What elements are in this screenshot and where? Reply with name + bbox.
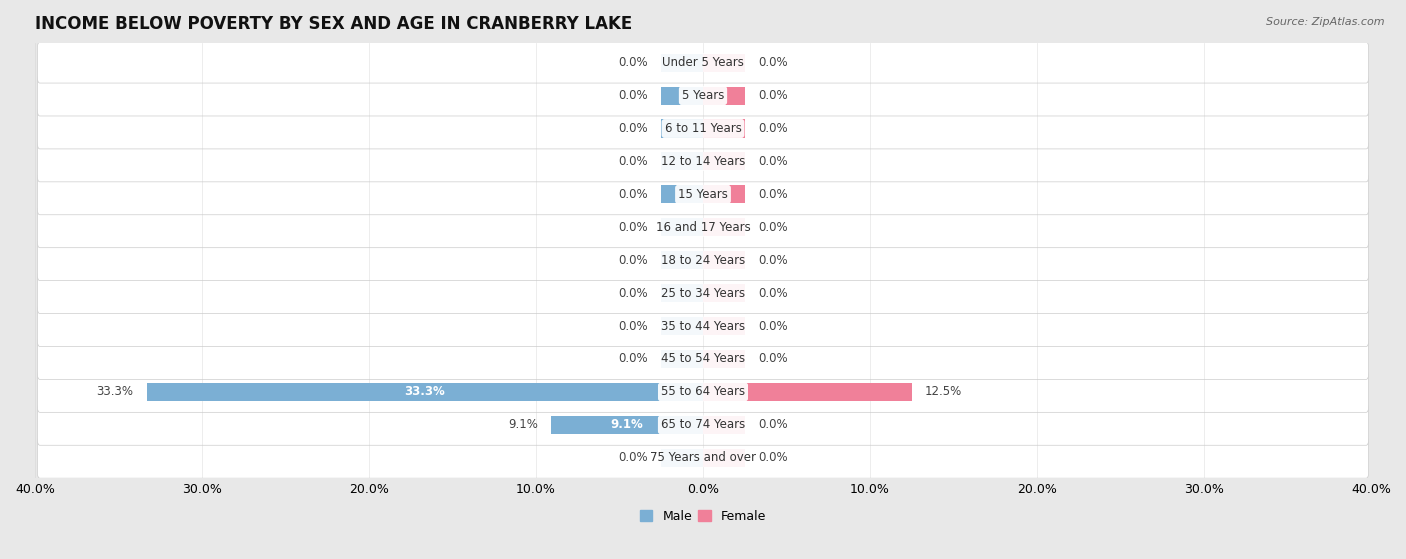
Bar bbox=[703, 449, 745, 467]
Text: 0.0%: 0.0% bbox=[619, 155, 648, 168]
Text: INCOME BELOW POVERTY BY SEX AND AGE IN CRANBERRY LAKE: INCOME BELOW POVERTY BY SEX AND AGE IN C… bbox=[35, 15, 633, 33]
Bar bbox=[661, 153, 703, 170]
FancyBboxPatch shape bbox=[38, 207, 1368, 248]
Text: 0.0%: 0.0% bbox=[758, 155, 787, 168]
Text: 0.0%: 0.0% bbox=[619, 221, 648, 234]
Bar bbox=[703, 251, 745, 269]
FancyBboxPatch shape bbox=[38, 339, 1368, 380]
Text: 0.0%: 0.0% bbox=[619, 287, 648, 300]
Text: Source: ZipAtlas.com: Source: ZipAtlas.com bbox=[1267, 17, 1385, 27]
Bar bbox=[661, 185, 703, 203]
FancyBboxPatch shape bbox=[38, 437, 1368, 478]
FancyBboxPatch shape bbox=[38, 404, 1368, 446]
Text: 0.0%: 0.0% bbox=[758, 418, 787, 432]
Bar bbox=[661, 317, 703, 335]
Bar bbox=[551, 416, 703, 434]
Text: 33.3%: 33.3% bbox=[405, 385, 446, 399]
Bar bbox=[703, 317, 745, 335]
Text: 16 and 17 Years: 16 and 17 Years bbox=[655, 221, 751, 234]
Bar bbox=[661, 251, 703, 269]
Text: 6 to 11 Years: 6 to 11 Years bbox=[665, 122, 741, 135]
Bar bbox=[703, 120, 745, 138]
Text: 9.1%: 9.1% bbox=[508, 418, 537, 432]
FancyBboxPatch shape bbox=[38, 42, 1368, 83]
Text: 33.3%: 33.3% bbox=[97, 385, 134, 399]
Text: 12 to 14 Years: 12 to 14 Years bbox=[661, 155, 745, 168]
Bar bbox=[703, 284, 745, 302]
FancyBboxPatch shape bbox=[38, 141, 1368, 182]
Bar bbox=[703, 383, 911, 401]
FancyBboxPatch shape bbox=[38, 372, 1368, 413]
FancyBboxPatch shape bbox=[38, 306, 1368, 347]
Bar bbox=[661, 218, 703, 236]
Text: 0.0%: 0.0% bbox=[619, 188, 648, 201]
Text: 0.0%: 0.0% bbox=[619, 320, 648, 333]
Text: 0.0%: 0.0% bbox=[758, 451, 787, 465]
Text: 0.0%: 0.0% bbox=[758, 287, 787, 300]
Bar bbox=[703, 54, 745, 72]
Text: 75 Years and over: 75 Years and over bbox=[650, 451, 756, 465]
Bar bbox=[703, 218, 745, 236]
Text: 0.0%: 0.0% bbox=[619, 451, 648, 465]
Bar bbox=[703, 350, 745, 368]
Text: 0.0%: 0.0% bbox=[758, 89, 787, 102]
Text: 45 to 54 Years: 45 to 54 Years bbox=[661, 353, 745, 366]
FancyBboxPatch shape bbox=[38, 75, 1368, 116]
Text: 0.0%: 0.0% bbox=[758, 254, 787, 267]
Bar bbox=[661, 120, 703, 138]
Text: 35 to 44 Years: 35 to 44 Years bbox=[661, 320, 745, 333]
Text: 0.0%: 0.0% bbox=[619, 254, 648, 267]
Text: 0.0%: 0.0% bbox=[758, 221, 787, 234]
Text: 0.0%: 0.0% bbox=[758, 56, 787, 69]
Text: 25 to 34 Years: 25 to 34 Years bbox=[661, 287, 745, 300]
Text: Under 5 Years: Under 5 Years bbox=[662, 56, 744, 69]
FancyBboxPatch shape bbox=[38, 273, 1368, 314]
Text: 0.0%: 0.0% bbox=[619, 89, 648, 102]
Text: 65 to 74 Years: 65 to 74 Years bbox=[661, 418, 745, 432]
Text: 0.0%: 0.0% bbox=[758, 122, 787, 135]
Bar bbox=[661, 350, 703, 368]
Bar bbox=[703, 416, 745, 434]
Bar bbox=[703, 87, 745, 105]
Text: 15 Years: 15 Years bbox=[678, 188, 728, 201]
FancyBboxPatch shape bbox=[38, 174, 1368, 215]
Bar bbox=[703, 185, 745, 203]
Text: 18 to 24 Years: 18 to 24 Years bbox=[661, 254, 745, 267]
Text: 0.0%: 0.0% bbox=[619, 353, 648, 366]
Bar bbox=[661, 284, 703, 302]
Text: 0.0%: 0.0% bbox=[758, 320, 787, 333]
Text: 0.0%: 0.0% bbox=[619, 122, 648, 135]
Bar bbox=[661, 87, 703, 105]
Text: 9.1%: 9.1% bbox=[610, 418, 644, 432]
Bar bbox=[661, 54, 703, 72]
Bar bbox=[146, 383, 703, 401]
Bar bbox=[661, 449, 703, 467]
FancyBboxPatch shape bbox=[38, 108, 1368, 149]
FancyBboxPatch shape bbox=[38, 240, 1368, 281]
Text: 0.0%: 0.0% bbox=[619, 56, 648, 69]
Text: 0.0%: 0.0% bbox=[758, 353, 787, 366]
Text: 5 Years: 5 Years bbox=[682, 89, 724, 102]
Text: 12.5%: 12.5% bbox=[925, 385, 962, 399]
Legend: Male, Female: Male, Female bbox=[636, 505, 770, 528]
Text: 0.0%: 0.0% bbox=[758, 188, 787, 201]
Text: 55 to 64 Years: 55 to 64 Years bbox=[661, 385, 745, 399]
Bar bbox=[703, 153, 745, 170]
